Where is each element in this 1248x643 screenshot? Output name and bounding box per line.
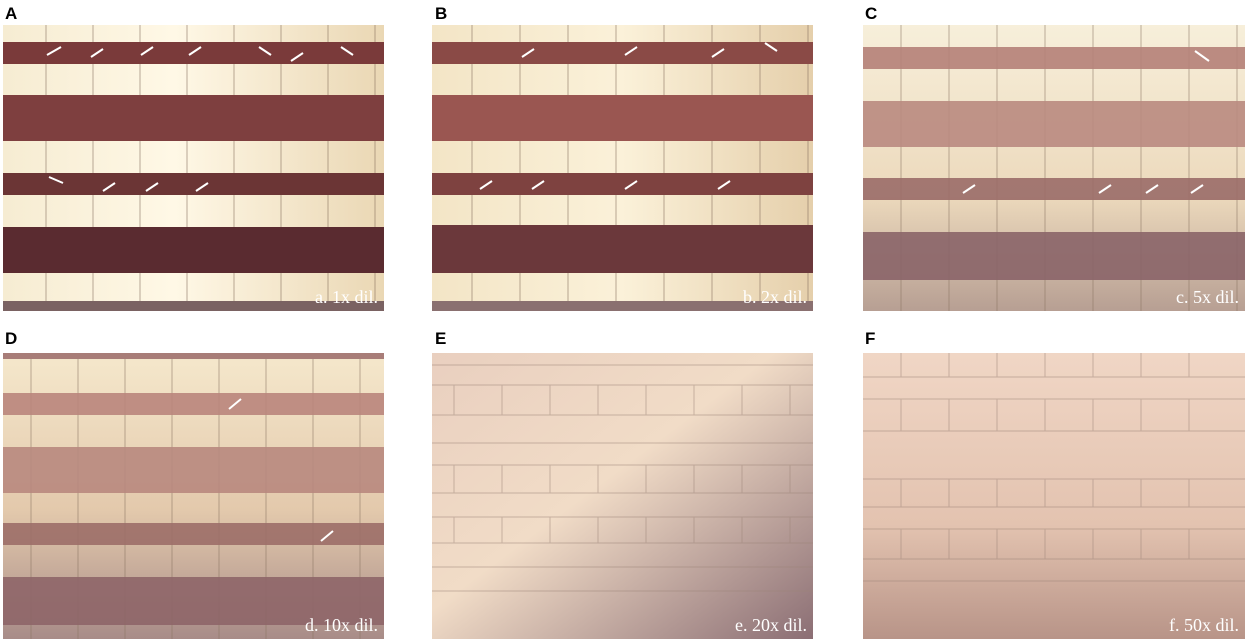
micrograph-image: c. 5x dil. (863, 25, 1245, 311)
micrograph-svg (3, 25, 384, 311)
micrograph-image: f. 50x dil. (863, 353, 1245, 639)
dilution-caption: f. 50x dil. (1169, 615, 1239, 635)
micrograph-svg (3, 353, 384, 639)
micrograph-svg (432, 25, 813, 311)
panel-letter: C (865, 4, 878, 23)
micrograph-svg (863, 353, 1245, 639)
panel-letter: F (865, 329, 876, 348)
panel-letter: A (5, 4, 18, 23)
micrograph-svg (863, 25, 1245, 311)
panel-letter: D (5, 329, 18, 348)
dilution-caption: c. 5x dil. (1176, 287, 1239, 307)
panel-letter: B (435, 4, 448, 23)
micrograph-image: b. 2x dil. (432, 25, 813, 311)
micrograph-image: e. 20x dil. (432, 353, 813, 639)
dilution-caption: b. 2x dil. (742, 287, 807, 307)
arrow-markers (46, 46, 354, 192)
panel-letter: E (435, 329, 447, 348)
dilution-caption: e. 20x dil. (735, 615, 807, 635)
dilution-caption: d. 10x dil. (304, 615, 378, 635)
dilution-caption: a. 1x dil. (315, 287, 378, 307)
micrograph-image: d. 10x dil. (3, 353, 384, 639)
micrograph-svg (432, 353, 813, 639)
micrograph-image: a. 1x dil. (3, 25, 384, 311)
